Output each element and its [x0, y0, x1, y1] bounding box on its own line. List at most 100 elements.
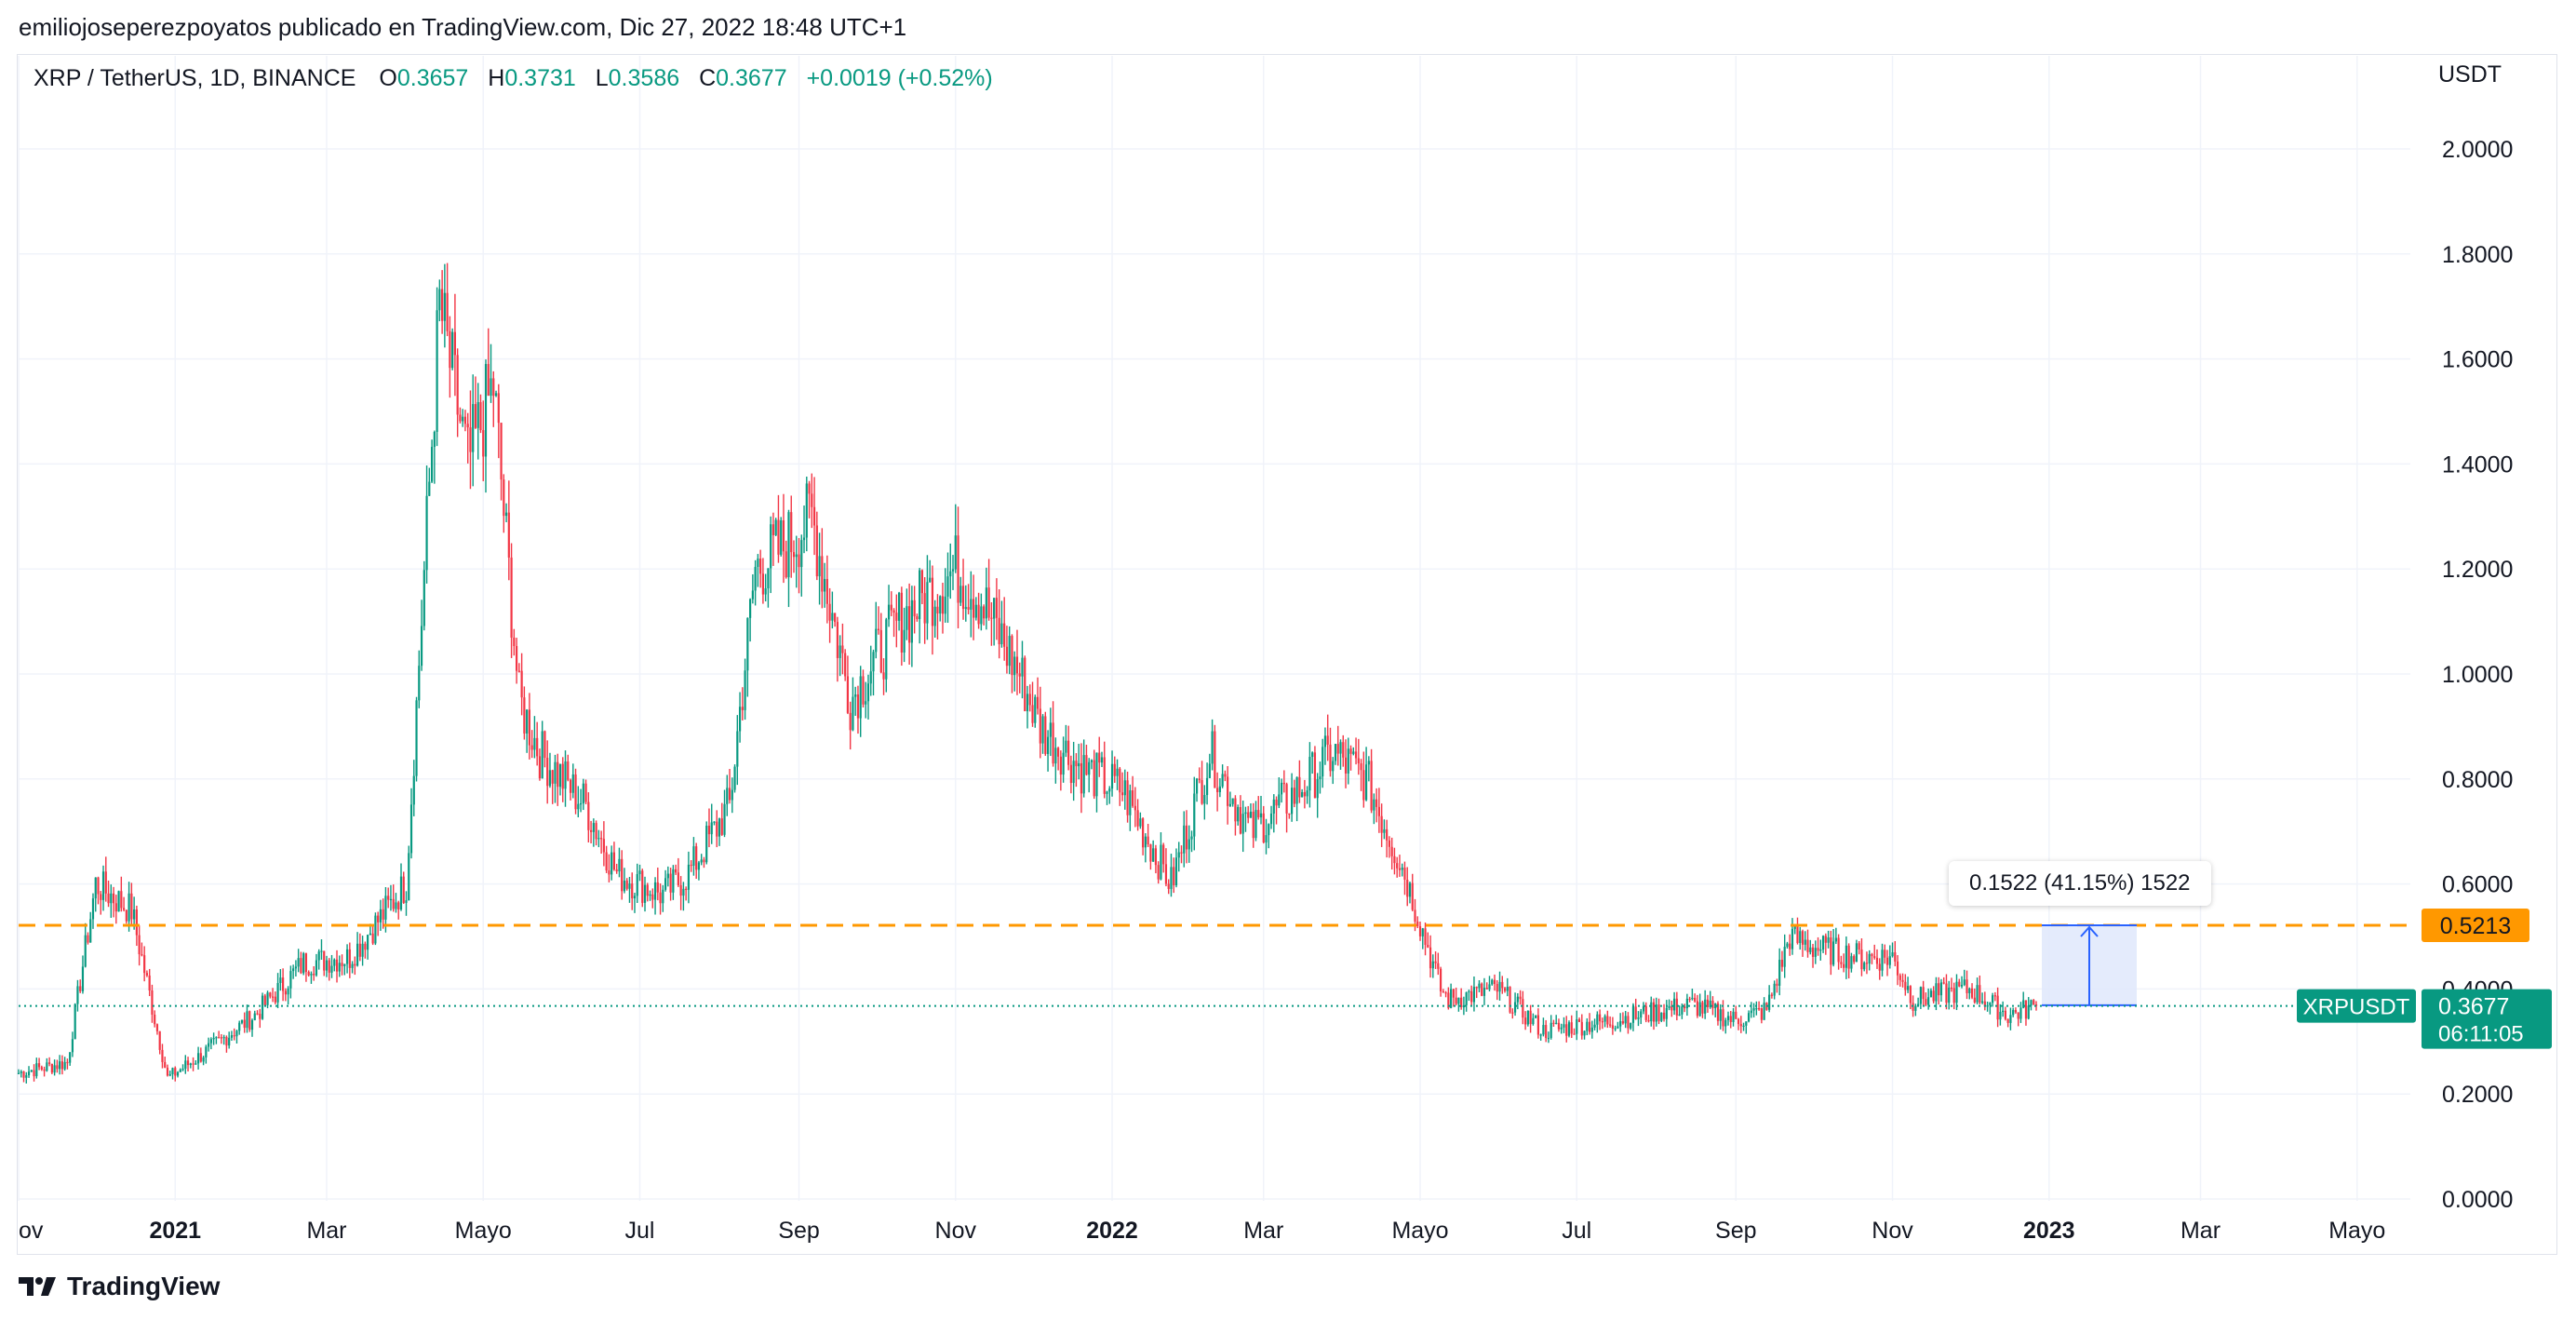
candle-body [1024, 657, 1026, 712]
candle-body [964, 607, 967, 610]
footer[interactable]: TradingView [19, 1272, 220, 1301]
candle-body [746, 617, 749, 671]
candle-body [628, 883, 631, 889]
symbol-legend[interactable]: XRP / TetherUS, 1D, BINANCE O0.3657 H0.3… [34, 65, 993, 92]
candle-body [94, 877, 97, 899]
candle-body [1950, 987, 1953, 990]
candle-body [1227, 776, 1229, 806]
candle-body [528, 709, 530, 746]
candle-body [310, 974, 313, 976]
candle-body [1326, 735, 1329, 745]
candle-body [1498, 981, 1501, 992]
candle-body [1778, 960, 1781, 986]
candle-body [1386, 828, 1389, 841]
candle-body [879, 629, 882, 673]
candle-body [1285, 784, 1288, 814]
candle-body [1013, 656, 1016, 676]
candle-body [1149, 844, 1152, 862]
candle-body [161, 1049, 164, 1062]
candle-body [341, 963, 343, 966]
candle-body [374, 915, 377, 944]
candle-body [1218, 786, 1221, 792]
candle-body [1472, 987, 1476, 1003]
candle-body [618, 858, 621, 872]
candle-body [395, 902, 397, 909]
candle-body [1714, 1003, 1717, 1009]
candle-body [523, 697, 526, 734]
candle-body [228, 1037, 231, 1046]
candle-body [916, 616, 919, 620]
x-tick-label: Jul [625, 1218, 655, 1244]
candle-body [1408, 882, 1412, 897]
candle-body [707, 825, 711, 835]
y-tick-label: 1.2000 [2442, 557, 2513, 583]
candle-body [2006, 1018, 2009, 1023]
measure-label[interactable]: 0.1522 (41.15%) 1522 [1949, 861, 2211, 906]
low-value: 0.3586 [608, 65, 680, 91]
candle-body [1349, 748, 1352, 754]
candle-body [1573, 1033, 1576, 1035]
chart-grid [18, 56, 2410, 1201]
candle-body [1316, 779, 1319, 799]
candle-body [866, 683, 870, 702]
candle-body [71, 1039, 74, 1053]
candle-body [579, 803, 583, 805]
candle-body [974, 604, 977, 618]
candle-body [1080, 762, 1083, 794]
candle-body [463, 416, 467, 424]
candle-body [1478, 983, 1481, 989]
candle-body [1567, 1022, 1571, 1036]
candle-body [56, 1065, 59, 1070]
candle-body [1726, 1016, 1730, 1020]
candle-body [1095, 752, 1098, 797]
candle-body [1298, 776, 1301, 798]
candle-body [664, 878, 667, 890]
candle-body [184, 1060, 187, 1070]
candle-body [2019, 1007, 2022, 1019]
candle-body [530, 745, 533, 750]
candle-body [1789, 943, 1791, 950]
candle-body [1044, 716, 1047, 754]
x-tick-label: 2021 [149, 1218, 201, 1244]
candle-body [1927, 997, 1930, 1005]
candle-body [408, 853, 410, 901]
candle-body [63, 1061, 66, 1070]
candle-body [1120, 792, 1124, 796]
candle-body [977, 604, 980, 625]
candle-body [1252, 811, 1254, 839]
candle-body [2024, 1000, 2028, 1019]
candle-body [584, 783, 587, 802]
candle-body [1193, 793, 1196, 837]
candle-body [1357, 758, 1360, 764]
candle-body [1439, 968, 1442, 992]
candle-body [1041, 716, 1044, 744]
candle-body [1034, 696, 1037, 723]
candle-body [125, 909, 127, 922]
candle-body [1406, 880, 1409, 897]
change-value: +0.0019 (+0.52%) [806, 65, 993, 91]
candle-body [1780, 960, 1784, 967]
candle-body [110, 893, 113, 904]
candle-body [1804, 939, 1806, 945]
candle-body [1966, 979, 1968, 993]
candle-body [1884, 950, 1886, 958]
candle-body [1352, 751, 1355, 754]
candle-body [1601, 1021, 1603, 1023]
candle-body [1760, 1008, 1763, 1020]
candle-body [1018, 673, 1021, 677]
candle-body [1295, 776, 1298, 804]
candle-body [687, 864, 691, 890]
candle-body [1885, 957, 1889, 965]
candle-body [282, 977, 285, 991]
candle-body [1652, 1002, 1656, 1022]
candle-body [892, 610, 895, 613]
candle-body [1008, 636, 1011, 667]
candle-body [1906, 986, 1910, 990]
candle-body [1806, 939, 1809, 952]
candle-body [1547, 1037, 1550, 1040]
candle-body [589, 829, 593, 832]
candle-body [1173, 867, 1175, 886]
candle-body [1716, 1003, 1720, 1021]
candle-body [1758, 1008, 1761, 1010]
